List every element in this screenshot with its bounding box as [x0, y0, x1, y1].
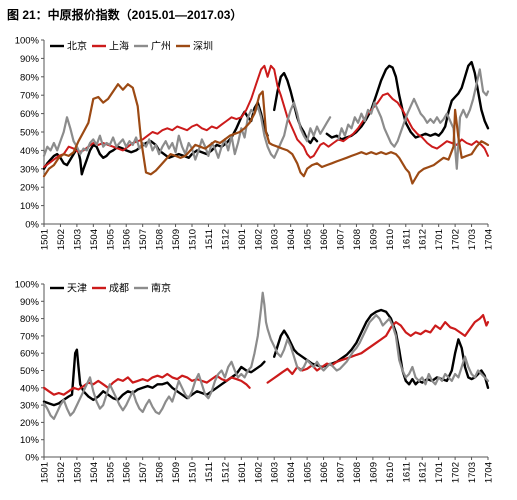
x-tick-label: 1608 — [352, 229, 363, 250]
x-tick-label: 1510 — [188, 462, 199, 483]
y-tick-label: 70% — [20, 91, 40, 102]
series-line-天津 — [273, 308, 490, 389]
x-tick-label: 1507 — [138, 229, 149, 250]
x-tick-label: 1506 — [122, 462, 133, 483]
x-tick-label: 1602 — [253, 462, 264, 483]
x-tick-label: 1607 — [336, 462, 347, 483]
x-tick-label: 1704 — [484, 229, 495, 250]
legend-label: 南京 — [151, 282, 171, 295]
x-tick-label: 1502 — [56, 229, 67, 250]
x-tick-label: 1511 — [204, 462, 215, 482]
y-tick-label: 60% — [20, 349, 40, 360]
x-tick-label: 1604 — [286, 229, 297, 250]
y-tick-label: 50% — [20, 366, 40, 377]
x-tick-label: 1502 — [56, 462, 67, 483]
x-tick-label: 1609 — [368, 462, 379, 483]
x-tick-label: 1501 — [40, 462, 51, 483]
y-tick-label: 80% — [20, 72, 40, 83]
x-tick-label: 1512 — [220, 229, 231, 250]
x-tick-label: 1604 — [286, 462, 297, 483]
y-tick-label: 100% — [15, 280, 40, 291]
x-tick-label: 1512 — [220, 462, 231, 483]
y-tick-label: 50% — [20, 128, 40, 139]
y-tick-label: 10% — [20, 201, 40, 212]
x-tick-label: 1701 — [434, 229, 445, 250]
x-tick-label: 1610 — [385, 462, 396, 483]
y-tick-label: 40% — [20, 146, 40, 157]
y-tick-label: 30% — [20, 401, 40, 412]
y-tick-label: 10% — [20, 435, 40, 446]
x-tick-label: 1505 — [105, 462, 116, 483]
x-tick-label: 1508 — [155, 462, 166, 483]
x-tick-label: 1507 — [138, 462, 149, 483]
legend-label: 天津 — [67, 283, 87, 295]
series-line-成都 — [266, 314, 490, 384]
x-tick-label: 1704 — [484, 462, 495, 483]
chart-bottom: 0% 10% 20% 30% 40% 50% 60% 70% 80% 90% 100% 1501 150… — [15, 280, 495, 484]
y-tick-label: 70% — [20, 331, 40, 342]
y-tick-label: 40% — [20, 383, 40, 394]
x-tick-label: 1504 — [89, 229, 100, 250]
x-tick-label: 1504 — [89, 462, 100, 483]
figure-title: 图 21：中原报价指数（2015.01—2017.03） — [7, 8, 243, 22]
x-tick-label: 1701 — [434, 462, 445, 483]
x-tick-label: 1503 — [72, 229, 83, 250]
x-tick-label: 1501 — [40, 229, 51, 250]
x-tick-label: 1506 — [122, 229, 133, 250]
x-tick-label: 1511 — [204, 229, 215, 249]
x-tick-label: 1611 — [401, 229, 412, 249]
series-line-上海 — [43, 64, 489, 168]
y-tick-label: 0% — [25, 453, 39, 464]
x-tick-label: 1702 — [451, 229, 462, 250]
x-tick-label: 1702 — [451, 462, 462, 483]
y-tick-label: 90% — [20, 297, 40, 308]
x-tick-label: 1610 — [385, 229, 396, 250]
x-tick-label: 1606 — [319, 462, 330, 483]
y-tick-label: 20% — [20, 183, 40, 194]
series-line-成都 — [42, 372, 251, 396]
x-tick-label: 1605 — [303, 462, 314, 483]
legend-label: 上海 — [109, 40, 129, 53]
x-tick-label: 1510 — [188, 229, 199, 250]
series-line-深圳 — [42, 83, 490, 185]
series-line-南京 — [42, 291, 490, 420]
x-tick-label: 1612 — [418, 462, 429, 483]
x-tick-label: 1703 — [467, 229, 478, 250]
x-tick-label: 1509 — [171, 462, 182, 483]
x-tick-label: 1601 — [237, 229, 248, 250]
x-tick-label: 1603 — [270, 229, 281, 250]
chart-top: 0% 10% 20% 30% 40% 50% 60% 70% 80% 90% 100% 1501 150… — [15, 36, 495, 251]
legend-label: 北京 — [67, 40, 87, 53]
x-tick-label: 1503 — [72, 462, 83, 483]
x-tick-label: 1509 — [171, 229, 182, 250]
x-tick-label: 1608 — [352, 462, 363, 483]
legend-label: 广州 — [151, 41, 171, 53]
y-tick-label: 20% — [20, 418, 40, 429]
x-tick-label: 1601 — [237, 462, 248, 483]
y-tick-label: 30% — [20, 164, 40, 175]
x-tick-label: 1505 — [105, 229, 116, 250]
x-tick-label: 1606 — [319, 229, 330, 250]
series-line-北京 — [325, 60, 490, 141]
y-tick-label: 90% — [20, 54, 40, 65]
y-tick-label: 100% — [15, 36, 40, 47]
y-tick-label: 0% — [25, 220, 39, 231]
legend-label: 成都 — [109, 283, 129, 295]
x-tick-label: 1603 — [270, 462, 281, 483]
x-tick-label: 1703 — [467, 462, 478, 483]
x-tick-label: 1605 — [303, 229, 314, 250]
x-tick-label: 1508 — [155, 229, 166, 250]
x-tick-label: 1607 — [336, 229, 347, 250]
x-tick-label: 1602 — [253, 229, 264, 250]
y-tick-label: 80% — [20, 314, 40, 325]
legend-label: 深圳 — [193, 41, 213, 53]
x-tick-label: 1612 — [418, 229, 429, 250]
series-line-广州 — [337, 68, 490, 170]
x-tick-label: 1609 — [368, 229, 379, 250]
series-line-广州 — [42, 101, 332, 161]
x-tick-label: 1611 — [401, 462, 412, 482]
series-line-北京 — [42, 101, 269, 176]
y-tick-label: 60% — [20, 109, 40, 120]
